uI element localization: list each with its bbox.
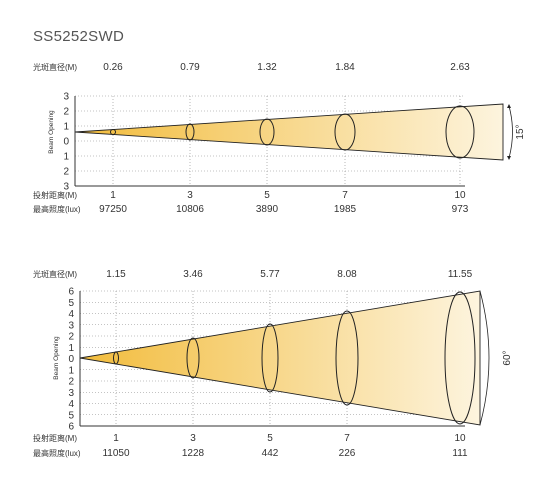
distance-value: 7 bbox=[342, 190, 348, 201]
beam-diagram-2 bbox=[79, 290, 490, 427]
beam-cross-section bbox=[113, 351, 119, 365]
y-tick-label: 1 bbox=[63, 152, 69, 163]
beam-cone bbox=[79, 290, 481, 426]
distance-value: 1 bbox=[113, 433, 119, 444]
diameter-value: 2.63 bbox=[450, 62, 470, 73]
illuminance-label: 最高照度(lux) bbox=[33, 204, 81, 214]
y-tick-label: 1 bbox=[63, 122, 69, 133]
illuminance-value: 1228 bbox=[182, 448, 205, 459]
diameter-value: 1.15 bbox=[106, 269, 126, 280]
y-tick-label: 3 bbox=[68, 320, 74, 331]
angle-arrow-top bbox=[507, 104, 511, 108]
y-tick-label: 3 bbox=[63, 92, 69, 103]
distance-value: 10 bbox=[454, 433, 466, 444]
distance-value: 10 bbox=[454, 190, 466, 201]
beam-cross-section bbox=[259, 118, 275, 146]
distance-label: 投射距离(M) bbox=[33, 190, 77, 200]
beam-diagram-1 bbox=[74, 95, 513, 187]
y-tick-label: 0 bbox=[68, 354, 74, 365]
y-tick-label: 3 bbox=[63, 182, 69, 193]
beam-cross-section bbox=[445, 105, 475, 159]
illuminance-value: 97250 bbox=[99, 204, 127, 215]
y-tick-label: 6 bbox=[68, 287, 74, 298]
diameter-value: 0.79 bbox=[180, 62, 200, 73]
illuminance-value: 226 bbox=[339, 448, 356, 459]
illuminance-value: 10806 bbox=[176, 204, 204, 215]
diameter-value: 8.08 bbox=[337, 269, 357, 280]
illuminance-value: 3890 bbox=[256, 204, 279, 215]
diameter-value: 1.32 bbox=[257, 62, 277, 73]
diameter-value: 5.77 bbox=[260, 269, 280, 280]
y-tick-label: 5 bbox=[68, 410, 74, 421]
distance-value: 3 bbox=[187, 190, 193, 201]
beam-angle-label: 60° bbox=[502, 350, 513, 365]
angle-arrow-bottom bbox=[507, 156, 511, 160]
diameter-value: 1.84 bbox=[335, 62, 355, 73]
model-title: SS5252SWD bbox=[33, 28, 125, 45]
y-tick-label: 2 bbox=[63, 107, 69, 118]
angle-arc bbox=[508, 105, 513, 159]
distance-value: 3 bbox=[190, 433, 196, 444]
diameter-value: 0.26 bbox=[103, 62, 123, 73]
angle-arc bbox=[479, 290, 490, 426]
beam-cross-section bbox=[444, 291, 476, 425]
beam-diameter-label: 光斑直径(M) bbox=[33, 269, 77, 279]
beam-diameter-label: 光斑直径(M) bbox=[33, 62, 77, 72]
distance-value: 7 bbox=[344, 433, 350, 444]
y-tick-label: 2 bbox=[63, 167, 69, 178]
beam-cross-section bbox=[186, 337, 200, 379]
beam-opening-label: Beam Opening bbox=[53, 336, 60, 380]
illuminance-value: 111 bbox=[452, 448, 468, 459]
beam-cross-section bbox=[334, 113, 356, 151]
illuminance-value: 973 bbox=[452, 204, 469, 215]
y-tick-label: 4 bbox=[68, 399, 74, 410]
diameter-value: 11.55 bbox=[448, 269, 473, 280]
distance-value: 5 bbox=[264, 190, 270, 201]
beam-cone bbox=[74, 103, 504, 161]
beam-cross-section bbox=[185, 123, 195, 141]
y-tick-label: 6 bbox=[68, 422, 74, 433]
illuminance-value: 1985 bbox=[334, 204, 357, 215]
illuminance-label: 最高照度(lux) bbox=[33, 448, 81, 458]
y-tick-label: 1 bbox=[68, 343, 74, 354]
y-tick-label: 2 bbox=[68, 377, 74, 388]
beam-angle-label: 15° bbox=[515, 124, 526, 139]
distance-value: 5 bbox=[267, 433, 273, 444]
y-tick-label: 0 bbox=[63, 137, 69, 148]
diameter-value: 3.46 bbox=[183, 269, 203, 280]
beam-cross-section bbox=[110, 129, 116, 135]
beam-cross-section bbox=[261, 323, 279, 393]
y-tick-label: 1 bbox=[68, 365, 74, 376]
y-tick-label: 2 bbox=[68, 332, 74, 343]
distance-label: 投射距离(M) bbox=[33, 433, 77, 443]
illuminance-value: 442 bbox=[262, 448, 279, 459]
beam-cross-section bbox=[335, 310, 359, 406]
beam-opening-label: Beam Opening bbox=[48, 110, 55, 154]
y-tick-label: 4 bbox=[68, 309, 74, 320]
y-tick-label: 3 bbox=[68, 388, 74, 399]
illuminance-value: 11050 bbox=[102, 448, 130, 459]
y-tick-label: 5 bbox=[68, 298, 74, 309]
distance-value: 1 bbox=[110, 190, 116, 201]
